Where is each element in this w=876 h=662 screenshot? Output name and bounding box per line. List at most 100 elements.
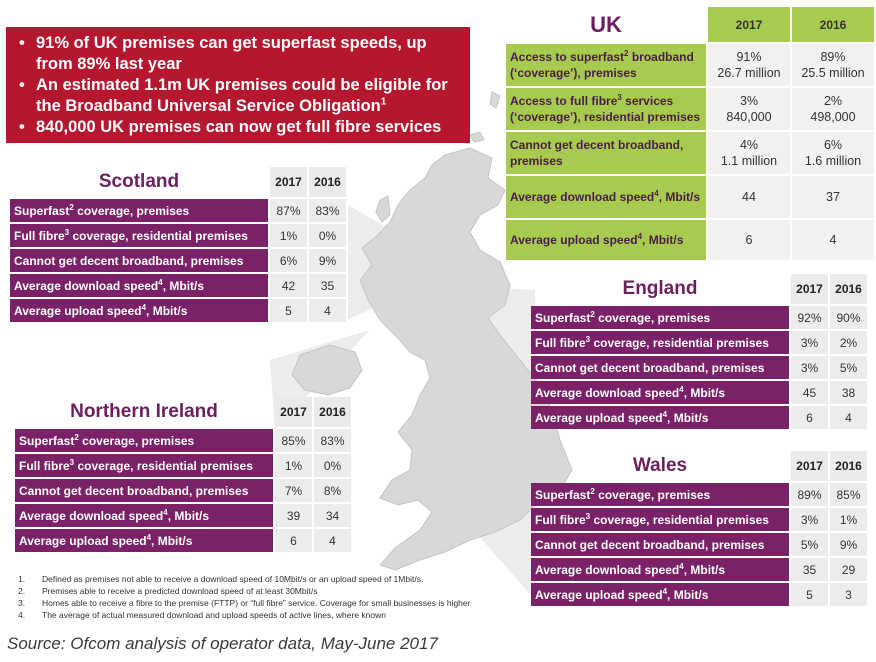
northern-ireland-value-2016: 8%: [314, 479, 351, 502]
orkney-shape: [469, 131, 485, 143]
scotland-value-2016: 9%: [309, 249, 346, 272]
uk-row-value-2016: 6% 1.6 million: [792, 132, 874, 174]
england-value-2016: 90%: [830, 306, 867, 329]
uk-row-label: Average download speed4, Mbit/s: [506, 176, 706, 218]
uk-row-value-2016: 89% 25.5 million: [792, 44, 874, 86]
northern-ireland-value-2017: 7%: [275, 479, 312, 502]
northern-ireland-row-label: Superfast2 coverage, premises: [15, 429, 273, 452]
wales-value-2016: 9%: [830, 533, 867, 556]
footnote: 3. Homes able to receive a fibre to the p…: [18, 598, 471, 608]
wales-value-2017: 3%: [791, 508, 828, 531]
bullet-full-fibre: 840,000 UK premises can now get full fib…: [16, 117, 460, 138]
uk-row-value-2017: 91% 26.7 million: [708, 44, 790, 86]
england-row-label: Superfast2 coverage, premises: [531, 306, 789, 329]
wales-value-2017: 5: [791, 583, 828, 606]
northern-ireland-row-label: Full fibre3 coverage, residential premis…: [15, 454, 273, 477]
northern-ireland-value-2017: 39: [275, 504, 312, 527]
footnote: 4. The average of actual measured downloa…: [18, 610, 386, 620]
footnote: 2. Premises able to receive a predicted d…: [18, 586, 318, 596]
england-table: England 2017 2016 Superfast2 coverage, p…: [529, 272, 869, 431]
scotland-value-2017: 5: [270, 299, 307, 322]
scotland-value-2017: 6%: [270, 249, 307, 272]
northern-ireland-value-2017: 85%: [275, 429, 312, 452]
northern-ireland-row-label: Average download speed4, Mbit/s: [15, 504, 273, 527]
scotland-value-2016: 35: [309, 274, 346, 297]
northern-ireland-row-label: Cannot get decent broadband, premises: [15, 479, 273, 502]
scotland-row-label: Cannot get decent broadband, premises: [10, 249, 268, 272]
scotland-value-2017: 1%: [270, 224, 307, 247]
uk-row-label: Cannot get decent broadband, premises: [506, 132, 706, 174]
england-value-2017: 6: [791, 406, 828, 429]
northern-ireland-year-2016: 2016: [314, 397, 351, 427]
england-value-2016: 5%: [830, 356, 867, 379]
bullet-uso: An estimated 1.1m UK premises could be e…: [16, 75, 460, 117]
uk-row-value-2017: 4% 1.1 million: [708, 132, 790, 174]
wales-value-2016: 3: [830, 583, 867, 606]
wales-year-2016: 2016: [830, 451, 867, 481]
northern-ireland-table: Northern Ireland 2017 2016 Superfast2 co…: [13, 395, 353, 554]
wales-row-label: Cannot get decent broadband, premises: [531, 533, 789, 556]
wales-value-2016: 29: [830, 558, 867, 581]
england-row-label: Average upload speed4, Mbit/s: [531, 406, 789, 429]
uk-year-2016: 2016: [792, 7, 874, 42]
england-year-2016: 2016: [830, 274, 867, 304]
england-value-2017: 92%: [791, 306, 828, 329]
uk-row-value-2017: 6: [708, 220, 790, 260]
northern-ireland-value-2017: 6: [275, 529, 312, 552]
scotland-value-2017: 87%: [270, 199, 307, 222]
scotland-value-2016: 83%: [309, 199, 346, 222]
uk-row-value-2016: 2% 498,000: [792, 88, 874, 130]
scotland-value-2017: 42: [270, 274, 307, 297]
key-findings-box: 91% of UK premises can get superfast spe…: [6, 27, 470, 143]
hebrides-shape: [375, 195, 391, 223]
england-year-2017: 2017: [791, 274, 828, 304]
footnotes: 1. Defined as premises not able to receiv…: [18, 573, 578, 621]
scotland-row-label: Full fibre3 coverage, residential premis…: [10, 224, 268, 247]
scotland-value-2016: 0%: [309, 224, 346, 247]
england-row-label: Average download speed4, Mbit/s: [531, 381, 789, 404]
wales-row-label: Average download speed4, Mbit/s: [531, 558, 789, 581]
source-note: Source: Ofcom analysis of operator data,…: [7, 634, 438, 653]
wales-year-2017: 2017: [791, 451, 828, 481]
bullet-uso-footnote-ref: 1: [380, 96, 387, 108]
uk-row-label: Access to full fibre3 services (‘coverag…: [506, 88, 706, 130]
northern-ireland-shape: [291, 344, 363, 396]
england-value-2016: 4: [830, 406, 867, 429]
uk-row-label: Average upload speed4, Mbit/s: [506, 220, 706, 260]
uk-row-value-2017: 44: [708, 176, 790, 218]
northern-ireland-row-label: Average upload speed4, Mbit/s: [15, 529, 273, 552]
england-value-2016: 2%: [830, 331, 867, 354]
england-title: England: [622, 278, 698, 299]
wales-table: Wales 2017 2016 Superfast2 coverage, pre…: [529, 449, 869, 608]
wales-value-2017: 35: [791, 558, 828, 581]
northern-ireland-value-2016: 4: [314, 529, 351, 552]
northern-ireland-value-2016: 0%: [314, 454, 351, 477]
england-value-2017: 45: [791, 381, 828, 404]
uk-row-value-2017: 3% 840,000: [708, 88, 790, 130]
scotland-row-label: Average upload speed4, Mbit/s: [10, 299, 268, 322]
scotland-year-2016: 2016: [309, 167, 346, 197]
northern-ireland-title: Northern Ireland: [70, 401, 218, 422]
scotland-title: Scotland: [98, 171, 180, 192]
england-value-2016: 38: [830, 381, 867, 404]
uk-table: UK 2017 2016 Access to superfast2 broadb…: [504, 5, 876, 262]
england-row-label: Cannot get decent broadband, premises: [531, 356, 789, 379]
scotland-row-label: Average download speed4, Mbit/s: [10, 274, 268, 297]
england-row-label: Full fibre3 coverage, residential premis…: [531, 331, 789, 354]
wales-title: Wales: [632, 455, 688, 476]
northern-ireland-year-2017: 2017: [275, 397, 312, 427]
uk-row-value-2016: 4: [792, 220, 874, 260]
wales-row-label: Average upload speed4, Mbit/s: [531, 583, 789, 606]
wales-value-2016: 1%: [830, 508, 867, 531]
footnote: 1. Defined as premises not able to receiv…: [18, 574, 424, 584]
uk-row-label: Access to superfast2 broadband (‘coverag…: [506, 44, 706, 86]
scotland-value-2016: 4: [309, 299, 346, 322]
uk-year-2017: 2017: [708, 7, 790, 42]
wales-row-label: Superfast2 coverage, premises: [531, 483, 789, 506]
shetland-shape: [489, 91, 501, 109]
wales-value-2017: 89%: [791, 483, 828, 506]
uk-title: UK: [590, 11, 622, 37]
england-value-2017: 3%: [791, 331, 828, 354]
northern-ireland-value-2016: 83%: [314, 429, 351, 452]
